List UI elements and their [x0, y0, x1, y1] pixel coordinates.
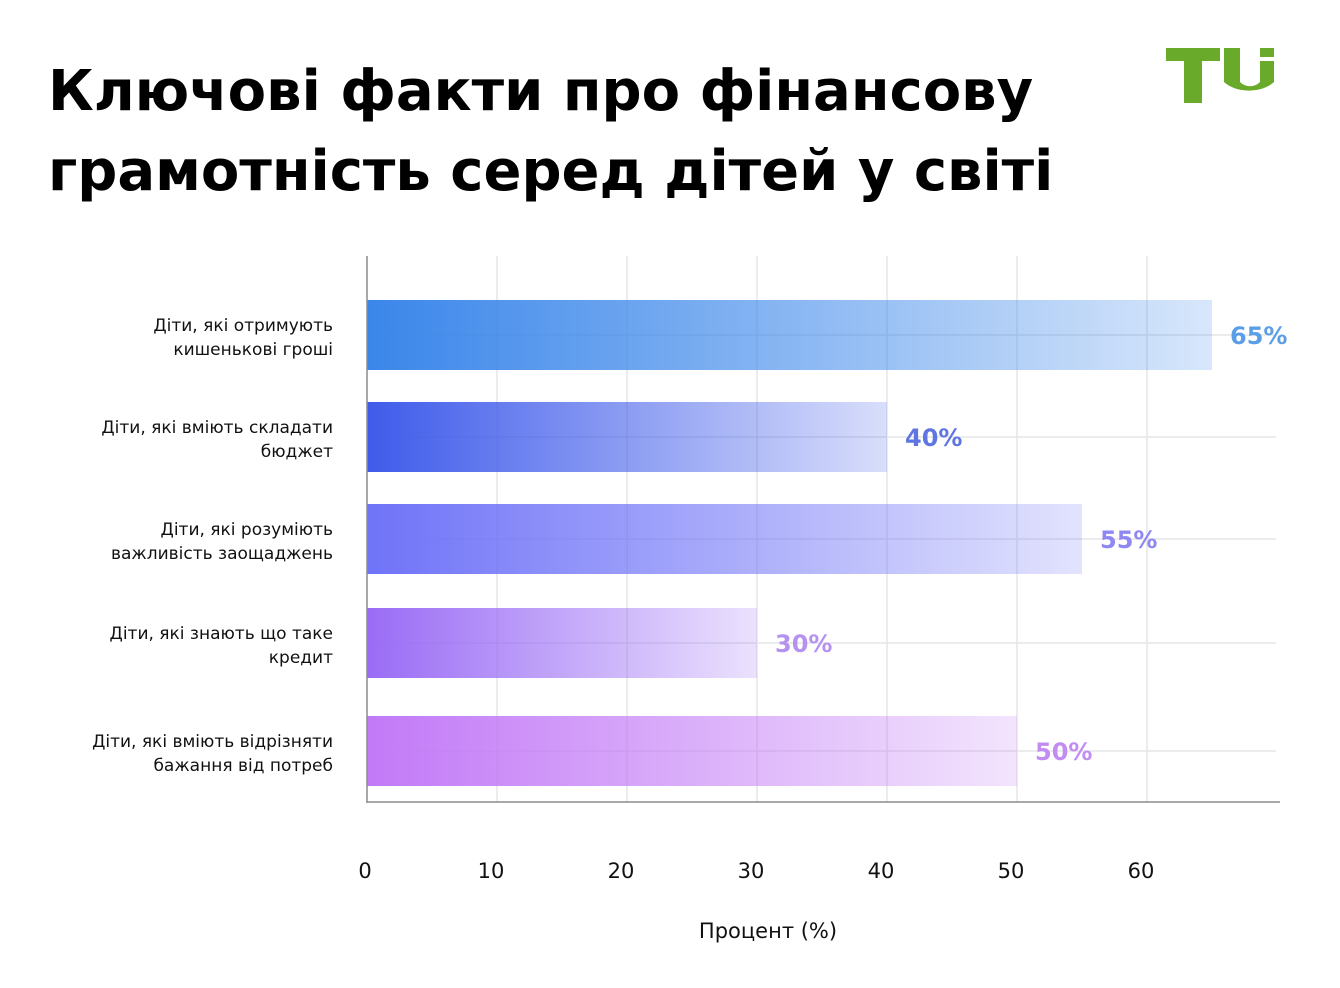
- page-title: Ключові факти про фінансову грамотність …: [48, 52, 1108, 212]
- category-label: бажання від потреб: [153, 756, 333, 776]
- x-tick-label: 60: [1128, 859, 1155, 883]
- bar-value-label: 30%: [775, 630, 832, 658]
- bar-value-label: 55%: [1100, 526, 1157, 554]
- logo-tu-mark: [1166, 48, 1274, 103]
- category-label: Діти, які знають що таке: [110, 624, 333, 644]
- category-label: Діти, які розуміють: [161, 520, 333, 540]
- bar-value-label: 40%: [905, 424, 962, 452]
- bar-value-label: 65%: [1230, 322, 1287, 350]
- category-label: бюджет: [261, 442, 333, 462]
- category-label: важливість заощаджень: [111, 544, 333, 564]
- logo-t-stem: [1184, 48, 1202, 103]
- x-tick-label: 30: [738, 859, 765, 883]
- title-line-1: Ключові факти про фінансову: [48, 59, 1034, 124]
- x-tick-label: 50: [998, 859, 1025, 883]
- bar-value-label: 50%: [1035, 738, 1092, 766]
- category-label: кишенькові гроші: [173, 340, 333, 360]
- logo-u-dot: [1260, 48, 1274, 57]
- bar: [367, 300, 1212, 370]
- x-tick-label: 40: [868, 859, 895, 883]
- category-label: Діти, які вміють складати: [101, 418, 333, 438]
- category-label: кредит: [269, 648, 333, 668]
- bar: [367, 402, 887, 472]
- bar: [367, 608, 757, 678]
- chart-axes: 0 10 20 30 40 50 60 Процент (%): [358, 256, 1280, 943]
- category-label: Діти, які вміють відрізняти: [92, 732, 333, 752]
- brand-logo: TU: [1166, 48, 1274, 103]
- chart-labels: 65% Діти, які отримують кишенькові гроші 40…: [92, 316, 1287, 776]
- x-tick-label: 10: [478, 859, 505, 883]
- title-line-2: грамотність серед дітей у світі: [48, 139, 1054, 204]
- x-tick-label: 0: [358, 859, 371, 883]
- logo-u: [1224, 48, 1274, 91]
- x-axis-title: Процент (%): [699, 919, 837, 943]
- category-label: Діти, які отримують: [153, 316, 333, 336]
- x-tick-label: 20: [608, 859, 635, 883]
- bar: [367, 716, 1017, 786]
- chart-bars: [367, 300, 1212, 786]
- bar: [367, 504, 1082, 574]
